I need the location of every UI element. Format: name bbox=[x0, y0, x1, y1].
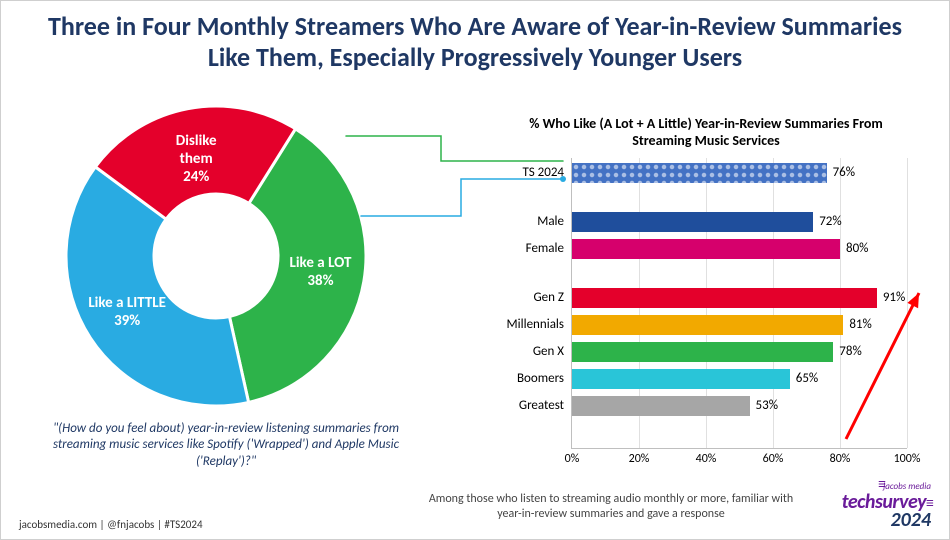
trend-arrow bbox=[1, 1, 950, 540]
footer-credits: jacobsmedia.com | @fnjacobs | #TS2024 bbox=[19, 518, 203, 531]
footer-note: Among those who listen to streaming audi… bbox=[421, 492, 801, 521]
techsurvey-logo: ≡jacobs media techsurvey≡ 2024 bbox=[842, 478, 931, 529]
